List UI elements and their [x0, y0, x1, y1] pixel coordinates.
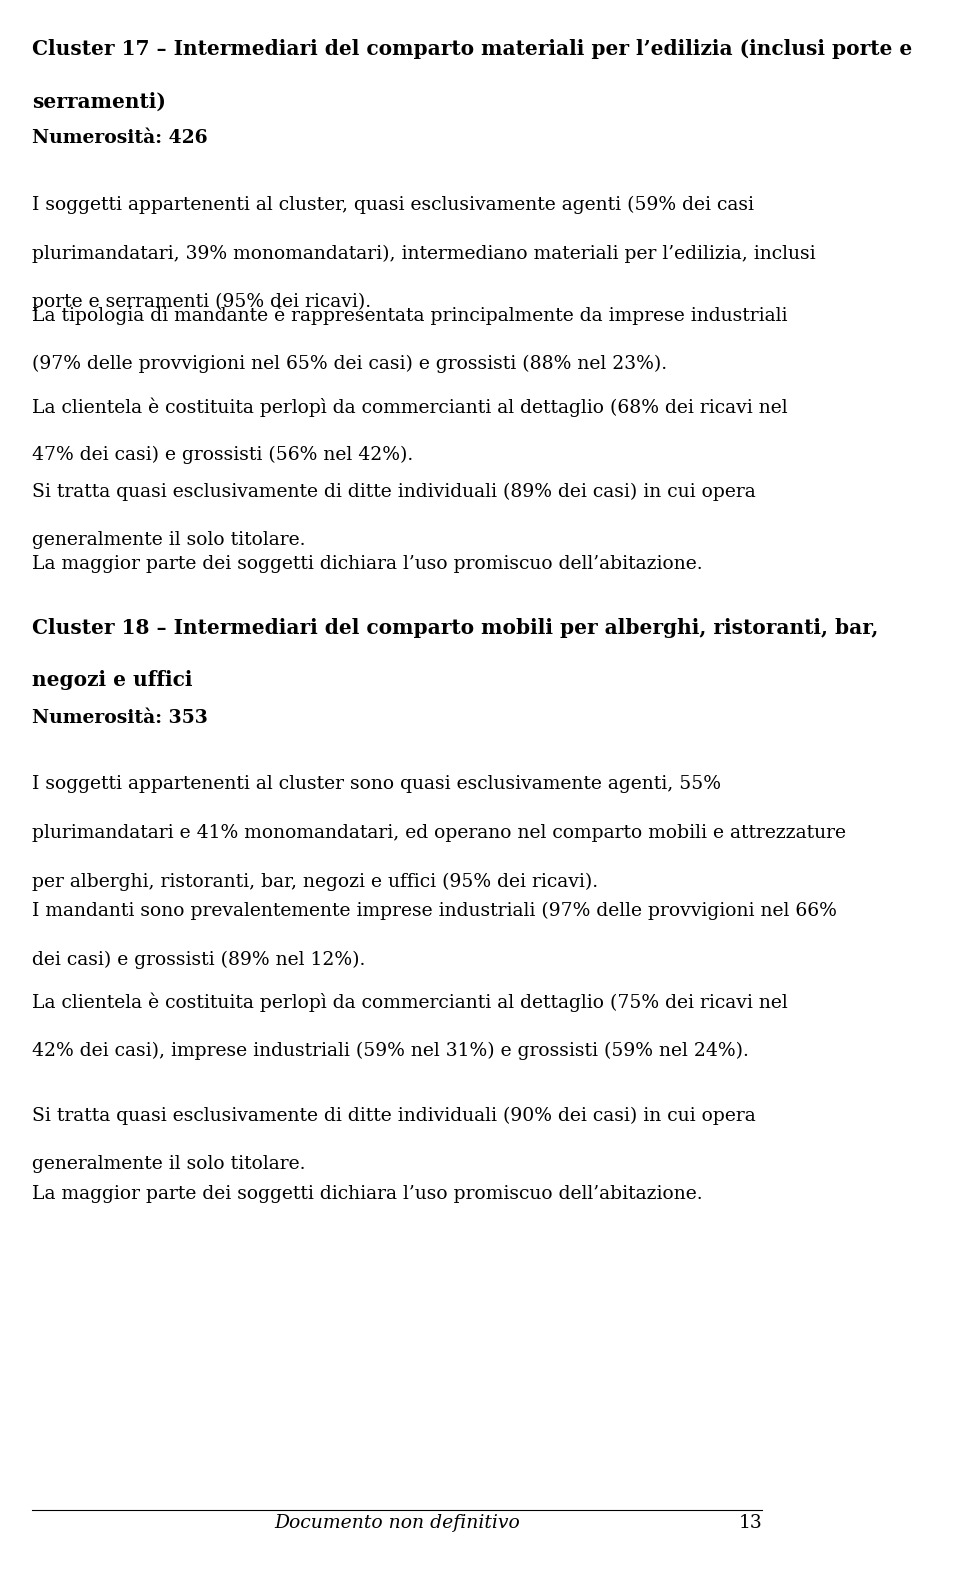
- Text: generalmente il solo titolare.: generalmente il solo titolare.: [32, 531, 305, 548]
- Text: Si tratta quasi esclusivamente di ditte individuali (90% dei casi) in cui opera: Si tratta quasi esclusivamente di ditte …: [32, 1106, 756, 1125]
- Text: La tipologia di mandante è rappresentata principalmente da imprese industriali: La tipologia di mandante è rappresentata…: [32, 306, 787, 325]
- Text: (97% delle provvigioni nel 65% dei casi) e grossisti (88% nel 23%).: (97% delle provvigioni nel 65% dei casi)…: [32, 355, 667, 374]
- Text: Cluster 17 – Intermediari del comparto materiali per l’edilizia (inclusi porte e: Cluster 17 – Intermediari del comparto m…: [32, 39, 912, 60]
- Text: La maggior parte dei soggetti dichiara l’uso promiscuo dell’abitazione.: La maggior parte dei soggetti dichiara l…: [32, 555, 703, 572]
- Text: Cluster 18 – Intermediari del comparto mobili per alberghi, ristoranti, bar,: Cluster 18 – Intermediari del comparto m…: [32, 618, 878, 638]
- Text: I soggetti appartenenti al cluster, quasi esclusivamente agenti (59% dei casi: I soggetti appartenenti al cluster, quas…: [32, 195, 754, 214]
- Text: Numerosità: 426: Numerosità: 426: [32, 129, 207, 147]
- Text: Numerosità: 353: Numerosità: 353: [32, 709, 207, 727]
- Text: generalmente il solo titolare.: generalmente il solo titolare.: [32, 1155, 305, 1173]
- Text: dei casi) e grossisti (89% nel 12%).: dei casi) e grossisti (89% nel 12%).: [32, 950, 365, 969]
- Text: Documento non definitivo: Documento non definitivo: [275, 1515, 520, 1532]
- Text: I soggetti appartenenti al cluster sono quasi esclusivamente agenti, 55%: I soggetti appartenenti al cluster sono …: [32, 775, 721, 793]
- Text: 13: 13: [738, 1515, 762, 1532]
- Text: I mandanti sono prevalentemente imprese industriali (97% delle provvigioni nel 6: I mandanti sono prevalentemente imprese …: [32, 901, 836, 920]
- Text: La clientela è costituita perlopì da commercianti al dettaglio (68% dei ricavi n: La clientela è costituita perlopì da com…: [32, 397, 787, 416]
- Text: Si tratta quasi esclusivamente di ditte individuali (89% dei casi) in cui opera: Si tratta quasi esclusivamente di ditte …: [32, 482, 756, 501]
- Text: La maggior parte dei soggetti dichiara l’uso promiscuo dell’abitazione.: La maggior parte dei soggetti dichiara l…: [32, 1185, 703, 1202]
- Text: negozi e uffici: negozi e uffici: [32, 670, 192, 690]
- Text: 42% dei casi), imprese industriali (59% nel 31%) e grossisti (59% nel 24%).: 42% dei casi), imprese industriali (59% …: [32, 1042, 749, 1061]
- Text: porte e serramenti (95% dei ricavi).: porte e serramenti (95% dei ricavi).: [32, 293, 371, 312]
- Text: plurimandatari e 41% monomandatari, ed operano nel comparto mobili e attrezzatur: plurimandatari e 41% monomandatari, ed o…: [32, 824, 846, 842]
- Text: La clientela è costituita perlopì da commercianti al dettaglio (75% dei ricavi n: La clientela è costituita perlopì da com…: [32, 993, 787, 1012]
- Text: serramenti): serramenti): [32, 91, 166, 112]
- Text: 47% dei casi) e grossisti (56% nel 42%).: 47% dei casi) e grossisti (56% nel 42%).: [32, 446, 413, 465]
- Text: plurimandatari, 39% monomandatari), intermediano materiali per l’edilizia, inclu: plurimandatari, 39% monomandatari), inte…: [32, 244, 815, 263]
- Text: per alberghi, ristoranti, bar, negozi e uffici (95% dei ricavi).: per alberghi, ristoranti, bar, negozi e …: [32, 873, 598, 892]
